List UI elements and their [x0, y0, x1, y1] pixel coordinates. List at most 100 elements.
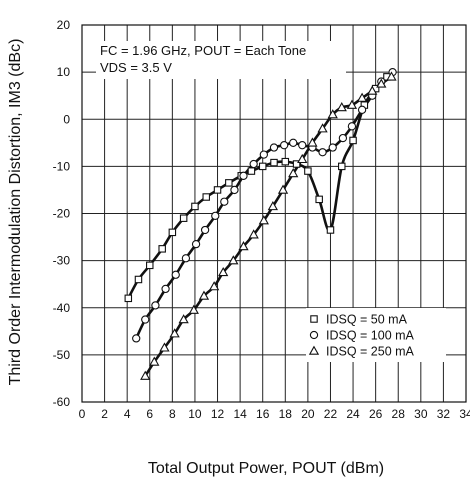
data-point-triangle	[198, 290, 210, 300]
x-tick-label: 12	[211, 407, 225, 421]
data-point-triangle	[356, 92, 368, 102]
data-point-triangle	[307, 137, 318, 147]
data-point-triangle	[336, 102, 347, 112]
x-tick-label: 8	[169, 407, 176, 421]
data-point-circle	[269, 143, 279, 152]
y-tick-label: -50	[53, 348, 71, 362]
data-point-square	[292, 160, 301, 168]
data-point-triangle	[258, 215, 269, 225]
legend-marker-triangle	[308, 345, 320, 355]
y-axis-title: Third Order Intermodulation Distortion, …	[7, 39, 24, 386]
x-tick-label: 6	[146, 407, 153, 421]
legend-marker-circle	[309, 330, 319, 340]
data-point-triangle	[327, 109, 338, 119]
data-point-square	[225, 179, 233, 187]
data-point-triangle	[228, 255, 239, 265]
data-point-triangle	[267, 201, 279, 211]
y-tick-labels: 20 10 0 -10 -20 -30 -40 -50 -60	[53, 18, 71, 409]
data-point-circle	[220, 197, 229, 206]
data-point-circle	[151, 301, 160, 310]
data-point-square	[146, 261, 154, 270]
data-point-triangle	[218, 266, 229, 277]
data-point-circle	[328, 143, 337, 152]
x-tick-label: 28	[392, 407, 406, 421]
y-tick-label: 10	[57, 65, 71, 79]
data-point-circle	[298, 141, 307, 150]
data-point-square	[326, 226, 335, 234]
annotation-background	[96, 41, 346, 79]
data-point-circle	[230, 185, 239, 195]
series-line-square	[127, 75, 388, 299]
data-point-circle	[141, 315, 150, 324]
data-point-circle	[132, 334, 141, 343]
data-point-square	[315, 195, 323, 204]
data-point-square	[191, 202, 199, 211]
data-point-square	[281, 157, 290, 166]
x-tick-label: 2	[101, 407, 108, 421]
data-point-triangle	[297, 153, 308, 164]
x-axis-title: Total Output Power, POUT (dBm)	[148, 460, 384, 477]
x-tick-label: 22	[324, 407, 338, 421]
data-point-triangle	[386, 71, 397, 81]
data-point-square	[202, 193, 210, 201]
data-point-square	[213, 186, 222, 194]
legend-background	[306, 308, 446, 362]
x-tick-label: 30	[414, 407, 428, 421]
legend-marker-square	[310, 315, 318, 323]
data-point-triangle	[149, 356, 160, 366]
y-tick-label: -20	[53, 207, 71, 221]
series-markers	[124, 67, 397, 380]
data-point-triangle	[238, 241, 249, 251]
data-point-circle	[259, 150, 268, 159]
data-point-circle	[239, 171, 248, 180]
x-tick-label: 20	[301, 407, 315, 421]
data-point-circle	[280, 141, 289, 150]
legend-label: IDSQ = 100 mA	[326, 329, 415, 343]
data-point-square	[258, 162, 267, 171]
x-tick-label: 4	[124, 407, 131, 421]
data-point-circle	[191, 239, 201, 249]
data-point-square	[134, 275, 143, 284]
data-point-square	[304, 167, 312, 175]
x-tick-label: 10	[188, 407, 202, 421]
data-point-triangle	[209, 281, 220, 291]
series-line-circle	[135, 71, 394, 339]
data-point-triangle	[178, 314, 189, 324]
x-tick-label: 18	[279, 407, 293, 421]
data-point-triangle	[159, 342, 170, 352]
data-point-circle	[171, 270, 180, 279]
y-tick-label: -30	[53, 254, 71, 268]
data-point-circle	[347, 122, 357, 131]
x-tick-label: 16	[256, 407, 270, 421]
data-point-circle	[338, 133, 348, 143]
data-point-triangle	[367, 85, 378, 95]
data-point-circle	[211, 211, 220, 221]
y-tick-label: -60	[53, 395, 71, 409]
data-point-triangle	[288, 168, 299, 178]
data-point-triangle	[169, 328, 180, 338]
data-point-square	[179, 214, 188, 222]
data-point-triangle	[376, 78, 387, 88]
y-tick-label: -40	[53, 301, 71, 315]
y-tick-label: 20	[57, 18, 71, 32]
data-point-triangle	[346, 99, 358, 109]
legend-label: IDSQ = 50 mA	[326, 313, 408, 327]
x-tick-label: 34	[459, 407, 470, 421]
data-point-circle	[181, 254, 191, 263]
annotation-conditions: FC = 1.96 GHz, POUT = Each Tone	[100, 43, 306, 58]
data-point-triangle	[277, 184, 289, 194]
data-point-triangle	[248, 229, 259, 239]
data-point-square	[158, 245, 166, 253]
data-point-square	[247, 167, 256, 175]
data-point-circle	[161, 284, 170, 294]
plot-frame	[81, 24, 467, 403]
data-point-circle	[200, 225, 210, 235]
data-point-square	[338, 162, 346, 171]
x-tick-label: 26	[369, 407, 383, 421]
x-tick-label: 0	[79, 407, 86, 421]
data-point-square	[349, 136, 357, 145]
data-point-square	[124, 294, 133, 303]
data-point-triangle	[140, 370, 151, 380]
data-point-circle	[318, 148, 327, 157]
